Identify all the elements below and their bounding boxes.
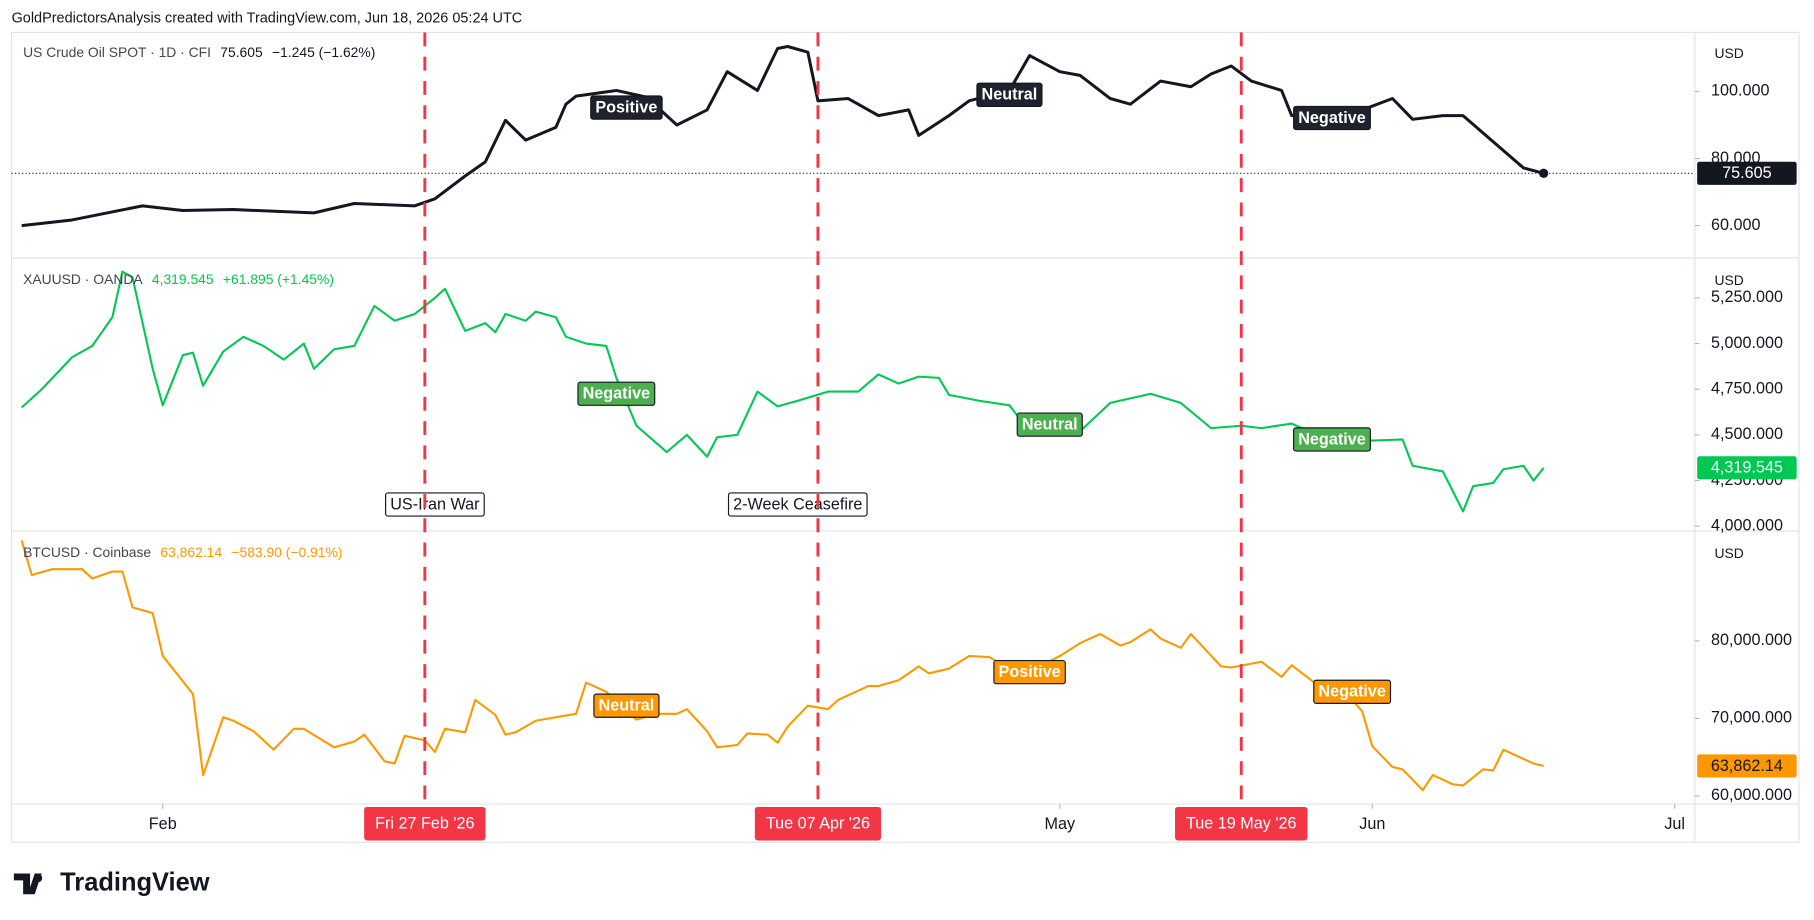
x-tick-label: Jul — [1664, 815, 1685, 833]
label-box — [1016, 412, 1083, 437]
price-tag-text: 63,862.14 — [1711, 757, 1783, 775]
y-tick-label: 80,000.000 — [1711, 631, 1792, 649]
price-tag-box — [1697, 161, 1797, 185]
label-text: Neutral — [982, 86, 1038, 104]
label: US-Iran War — [385, 492, 485, 517]
legend: XAUUSD · OANDA 4,319.545 +61.895 (+1.45%) — [23, 271, 334, 287]
label: Negative — [1293, 427, 1371, 452]
y-tick-label: 5,000.000 — [1711, 334, 1783, 352]
label: Negative — [577, 381, 656, 406]
legend-price: 63,862.14 — [160, 544, 222, 560]
label-text: Negative — [583, 385, 650, 403]
legend-name: BTCUSD · Coinbase — [23, 544, 151, 560]
label-box — [976, 82, 1043, 107]
label-box — [993, 660, 1066, 685]
legend: BTCUSD · Coinbase 63,862.14 −583.90 (−0.91… — [23, 544, 342, 560]
label: Negative — [1293, 105, 1371, 131]
label: Positive — [993, 660, 1066, 685]
label: 2-Week Ceasefire — [727, 492, 868, 517]
legend-change: −1.245 (−1.62%) — [272, 44, 375, 60]
label-box — [385, 492, 485, 517]
price-tag-text: 4,319.545 — [1711, 459, 1783, 477]
y-tick-label: 4,750.000 — [1711, 380, 1783, 398]
currency: USD — [1715, 272, 1744, 288]
label-box — [1175, 806, 1308, 841]
legend-change: +61.895 (+1.45%) — [223, 271, 334, 287]
legend-price: 75.605 — [220, 44, 263, 60]
label-text: Fri 27 Feb '26 — [375, 815, 474, 833]
logo: TradingView — [13, 869, 210, 897]
last-point — [1539, 168, 1549, 178]
label-text: Negative — [1318, 683, 1385, 701]
legend-change: −583.90 (−0.91%) — [231, 544, 342, 560]
label-box — [590, 95, 663, 120]
pane: 4,000.0004,250.0004,500.0004,750.0005,00… — [20, 270, 1797, 535]
event-date-label: Tue 19 May '26 — [1175, 806, 1308, 841]
price-tag-box — [1697, 456, 1797, 480]
event-date-label: Fri 27 Feb '26 — [364, 806, 486, 841]
y-tick-label: 70,000.000 — [1711, 709, 1792, 727]
brand: TradingView — [60, 869, 210, 897]
label-text: Neutral — [1022, 416, 1078, 434]
header: GoldPredictorsAnalysis created with Trad… — [12, 10, 523, 26]
label: Positive — [590, 95, 663, 120]
label-box — [727, 492, 868, 517]
label-text: Positive — [595, 98, 657, 116]
label-text: Tue 19 May '26 — [1186, 815, 1296, 833]
currency: USD — [1715, 45, 1744, 61]
label-box — [593, 693, 660, 718]
label-box — [1313, 679, 1392, 704]
label-text: Neutral — [599, 697, 655, 715]
y-tick-label: 60,000.000 — [1711, 786, 1792, 804]
label-box — [577, 381, 656, 406]
y-tick-label: 100.000 — [1711, 82, 1770, 100]
legend-price: 4,319.545 — [152, 271, 214, 287]
price-line — [20, 270, 1545, 513]
label: Neutral — [976, 82, 1043, 107]
label-box — [754, 806, 882, 841]
label-box — [1293, 427, 1371, 452]
x-tick-label: Jun — [1359, 815, 1385, 833]
legend: US Crude Oil SPOT · 1D · CFI 75.605 −1.245… — [23, 44, 375, 60]
price-tag-text: 75.605 — [1722, 164, 1772, 182]
label-text: US-Iran War — [390, 495, 480, 513]
label: Neutral — [593, 693, 660, 718]
frame-border — [10, 31, 1800, 843]
y-tick-label: 4,000.000 — [1711, 517, 1783, 535]
event-date-label: Tue 07 Apr '26 — [754, 806, 882, 841]
legend-name: US Crude Oil SPOT · 1D · CFI — [23, 44, 211, 60]
label-text: 2-Week Ceasefire — [733, 495, 862, 513]
label-text: Negative — [1298, 109, 1365, 127]
label-text: Positive — [999, 663, 1061, 681]
y-tick-label: 4,500.000 — [1711, 425, 1783, 443]
pane: 60,000.000 70,000.000 80,000.000 USD 63,862.… — [20, 539, 1797, 833]
price-tag-box — [1697, 754, 1797, 778]
logo-icon-dot — [34, 874, 43, 883]
price-tag: 75.605 — [1697, 161, 1797, 185]
y-tick-label: 60.000 — [1711, 216, 1761, 234]
label: Neutral — [1016, 412, 1083, 437]
label-text: Tue 07 Apr '26 — [766, 815, 870, 833]
label-box — [364, 806, 486, 841]
price-tag: 4,319.545 — [1697, 456, 1797, 480]
frame — [10, 31, 1800, 843]
label: Negative — [1313, 679, 1392, 704]
currency: USD — [1715, 545, 1744, 561]
y-tick-label: 5,250.000 — [1711, 288, 1783, 306]
x-tick-label: May — [1045, 815, 1076, 833]
x-tick-label: Feb — [149, 815, 177, 833]
label-box — [1293, 105, 1371, 131]
legend-name: XAUUSD · OANDA — [23, 271, 143, 287]
label-text: Negative — [1298, 430, 1365, 448]
price-tag: 63,862.14 — [1697, 754, 1797, 778]
